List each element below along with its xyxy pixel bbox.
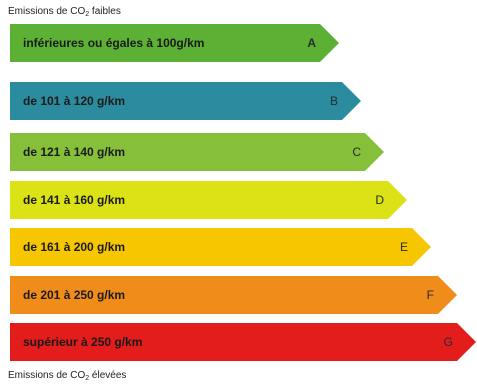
band-f-label: de 201 à 250 g/km [23, 288, 126, 302]
band-b-arrow-tip [342, 82, 361, 120]
band-b: de 101 à 120 g/km B [10, 82, 361, 120]
band-e: de 161 à 200 g/km E [10, 228, 431, 266]
band-c-arrow-tip [365, 133, 384, 171]
band-g: supérieur à 250 g/km G [10, 323, 476, 361]
band-e-body: de 161 à 200 g/km E [10, 228, 412, 266]
band-f: de 201 à 250 g/km F [10, 276, 457, 314]
band-e-label: de 161 à 200 g/km [23, 240, 126, 254]
band-a-label: inférieures ou égales à 100g/km [23, 36, 205, 50]
low-emissions-caption: Emissions de CO2 faibles [8, 6, 121, 18]
band-f-body: de 201 à 250 g/km F [10, 276, 438, 314]
band-d-letter: D [375, 193, 384, 207]
band-c-body: de 121 à 140 g/km C [10, 133, 365, 171]
band-d-arrow-tip [388, 181, 407, 219]
band-g-letter: G [443, 335, 453, 349]
band-d-label: de 141 à 160 g/km [23, 193, 126, 207]
band-b-body: de 101 à 120 g/km B [10, 82, 342, 120]
band-a-arrow-tip [320, 24, 339, 62]
band-f-letter: F [426, 288, 434, 302]
band-a: inférieures ou égales à 100g/km A [10, 24, 339, 62]
band-c-label: de 121 à 140 g/km [23, 145, 126, 159]
band-g-arrow-tip [457, 323, 476, 361]
band-g-body: supérieur à 250 g/km G [10, 323, 457, 361]
band-e-letter: E [399, 240, 408, 254]
band-e-arrow-tip [412, 228, 431, 266]
band-c-letter: C [352, 145, 361, 159]
band-a-letter: A [307, 36, 316, 50]
band-c: de 121 à 140 g/km C [10, 133, 384, 171]
band-b-letter: B [329, 94, 338, 108]
high-emissions-caption: Emissions de CO2 élevées [8, 370, 127, 382]
band-a-body: inférieures ou égales à 100g/km A [10, 24, 320, 62]
band-g-label: supérieur à 250 g/km [23, 335, 143, 349]
band-f-arrow-tip [438, 276, 457, 314]
band-d-body: de 141 à 160 g/km D [10, 181, 388, 219]
band-b-label: de 101 à 120 g/km [23, 94, 126, 108]
band-d: de 141 à 160 g/km D [10, 181, 407, 219]
